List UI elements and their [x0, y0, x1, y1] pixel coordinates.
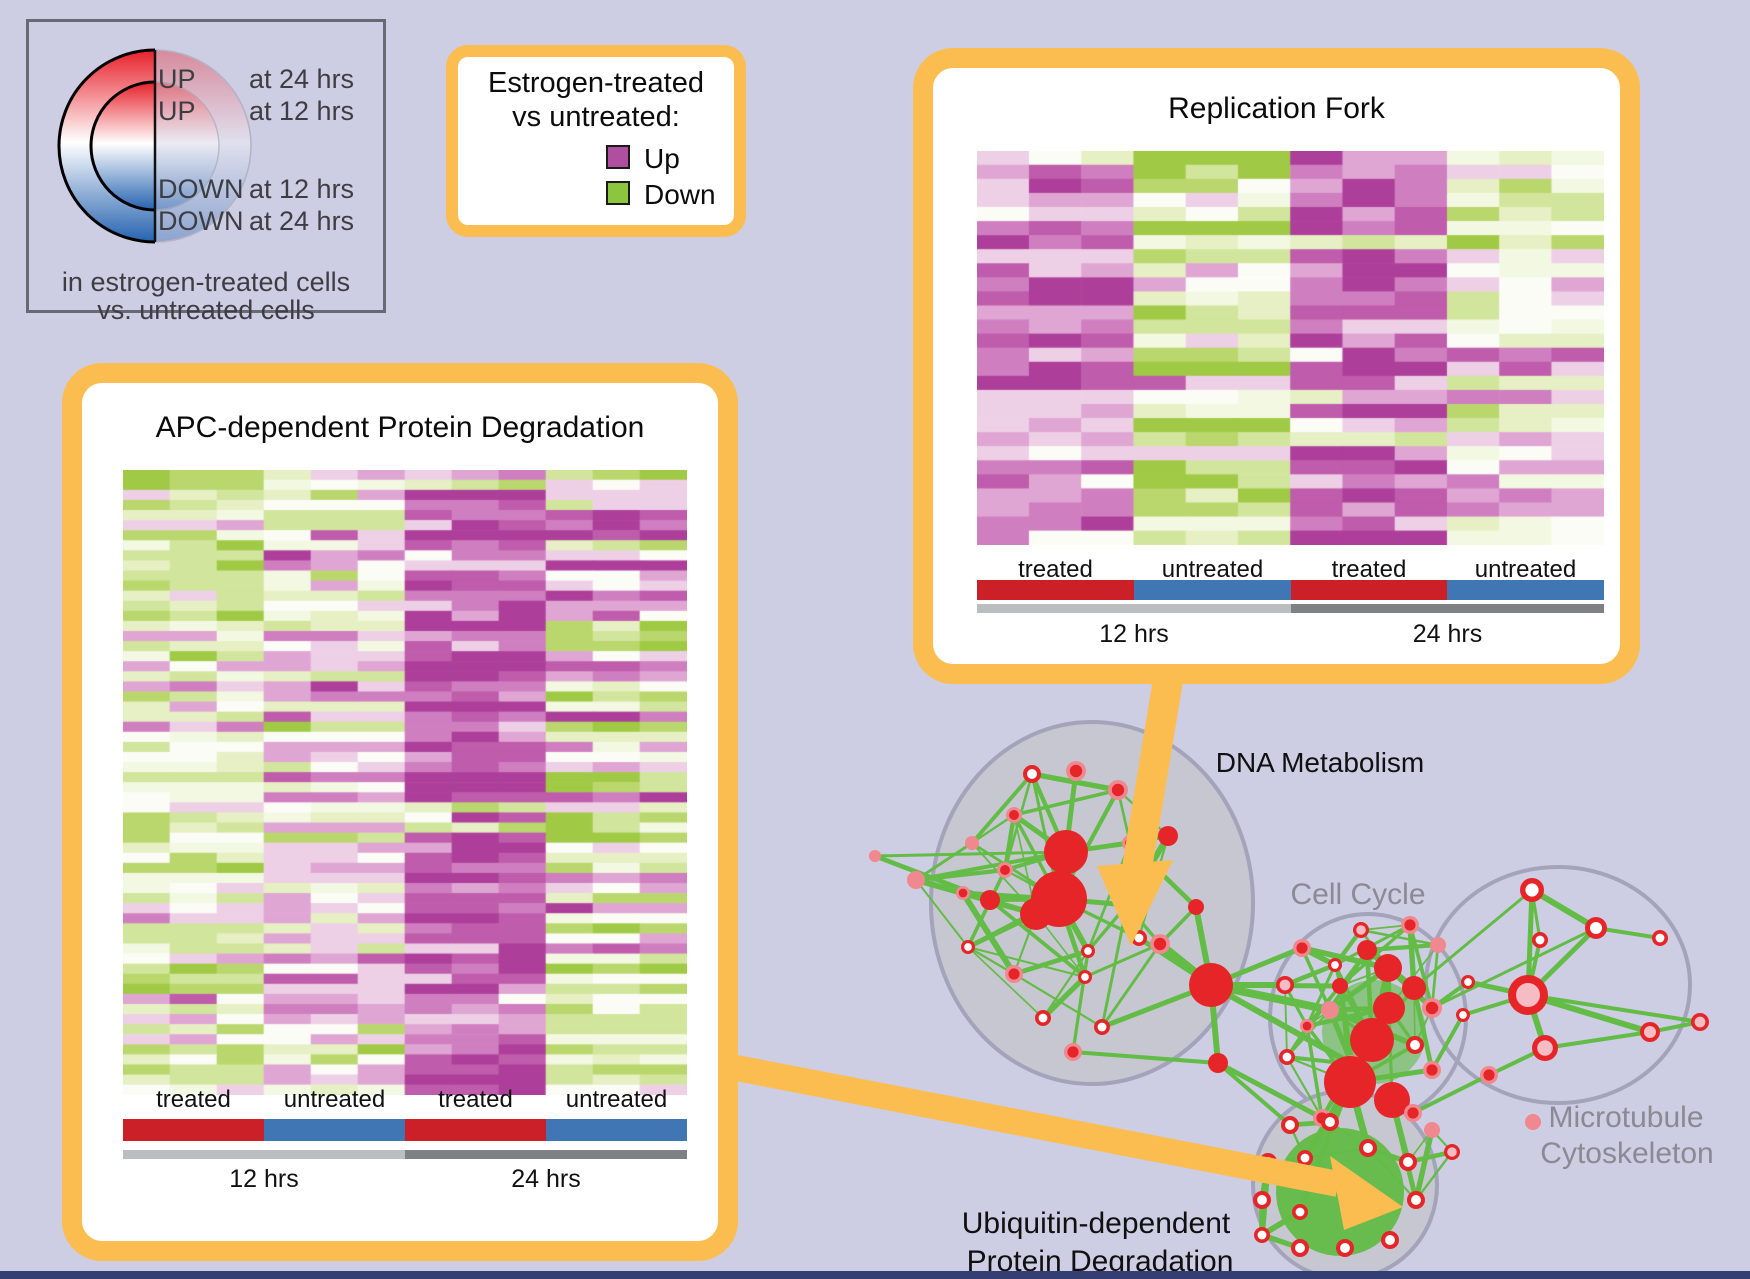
apc-time-label-12hrs: 12 hrs [229, 1165, 299, 1193]
apc-bar-treated-24 [405, 1119, 546, 1141]
apc-time-bar-12hrs [123, 1150, 405, 1159]
color-legend-title-line1: Estrogen-treated [487, 67, 704, 99]
rep-time-label-12hrs: 12 hrs [1099, 620, 1169, 648]
rep-group-label-treated-24: treated [1331, 556, 1407, 583]
apc-group-label-treated-12: treated [156, 1086, 231, 1113]
legend-row-up: Up [458, 143, 734, 174]
apc-bar-untreated-24 [546, 1119, 687, 1141]
apc-group-label-untreated-12: untreated [283, 1086, 386, 1113]
rep-time-bar-24hrs [1291, 604, 1604, 613]
apc-heatmap-canvas [123, 470, 687, 1095]
network-nodes [869, 761, 1709, 1257]
rep-group-label-untreated-12: untreated [1161, 556, 1264, 583]
down-label: Down [644, 179, 716, 210]
cluster-label-ubiquitin-line1: Ubiquitin-dependent [961, 1207, 1231, 1240]
rep-time-label-24hrs: 24 hrs [1412, 620, 1483, 648]
cluster-label-dna-metabolism: DNA Metabolism [1215, 747, 1425, 778]
rep-group-label-treated-12: treated [1018, 556, 1093, 583]
up-color-swatch [606, 145, 630, 169]
rep-time-color-bar [977, 604, 1604, 613]
rep-group-label-untreated-24: untreated [1474, 556, 1577, 583]
bottom-border-strip [0, 1271, 1750, 1279]
apc-treatment-color-bar [123, 1119, 687, 1141]
rep-bar-untreated-12 [1134, 580, 1291, 600]
legend-up-24-dir: UP [158, 64, 196, 94]
apc-bar-treated-12 [123, 1119, 264, 1141]
legend-caption-line2: vs. untreated cells [97, 295, 315, 325]
rep-bar-untreated-24 [1447, 580, 1604, 600]
color-legend-title-line2: vs untreated: [512, 101, 680, 133]
panel-to-cluster-arrows [723, 665, 1403, 1230]
legend-up-12-dir: UP [158, 96, 196, 126]
apc-panel-title: APC-dependent Protein Degradation [155, 411, 645, 444]
apc-heatmap-panel: APC-dependent Protein Degradation treate… [62, 363, 738, 1261]
legend-down-12-dir: DOWN [158, 174, 244, 204]
legend-down-12-time: at 12 hrs [249, 174, 355, 204]
replication-heatmap-canvas [977, 151, 1604, 545]
rep-bar-treated-12 [977, 580, 1134, 600]
direction-legend-box: UP at 24 hrs UP at 12 hrs DOWN at 12 hrs… [26, 19, 386, 325]
apc-group-label-untreated-24: untreated [565, 1086, 668, 1113]
up-label: Up [644, 143, 680, 174]
replication-panel-title: Replication Fork [1168, 92, 1385, 125]
apc-time-color-bar [123, 1150, 687, 1159]
cluster-label-cell-cycle: Cell Cycle [1290, 878, 1426, 911]
rep-time-bar-12hrs [977, 604, 1291, 613]
cluster-label-cytoskeleton: Cytoskeleton [1540, 1137, 1714, 1170]
apc-bar-untreated-12 [264, 1119, 405, 1141]
down-color-swatch [606, 181, 630, 205]
legend-up-12-time: at 12 hrs [249, 96, 355, 126]
legend-up-24-time: at 24 hrs [249, 64, 355, 94]
apc-time-label-24hrs: 24 hrs [511, 1165, 581, 1193]
apc-group-label-treated-24: treated [438, 1086, 513, 1113]
apc-time-bar-24hrs [405, 1150, 687, 1159]
color-legend-box: Estrogen-treated vs untreated: Up Down [446, 45, 746, 237]
rep-treatment-color-bar [977, 580, 1604, 600]
up-down-gradient-rings-icon [57, 48, 252, 244]
replication-fork-panel: Replication Fork treated untreated treat… [913, 48, 1640, 684]
legend-caption-line1: in estrogen-treated cells [61, 267, 351, 297]
legend-down-24-dir: DOWN [158, 206, 244, 236]
legend-row-down: Down [458, 179, 734, 210]
legend-down-24-time: at 24 hrs [249, 206, 355, 236]
rep-bar-treated-24 [1291, 580, 1447, 600]
cluster-label-microtubule: Microtubule [1548, 1101, 1704, 1134]
